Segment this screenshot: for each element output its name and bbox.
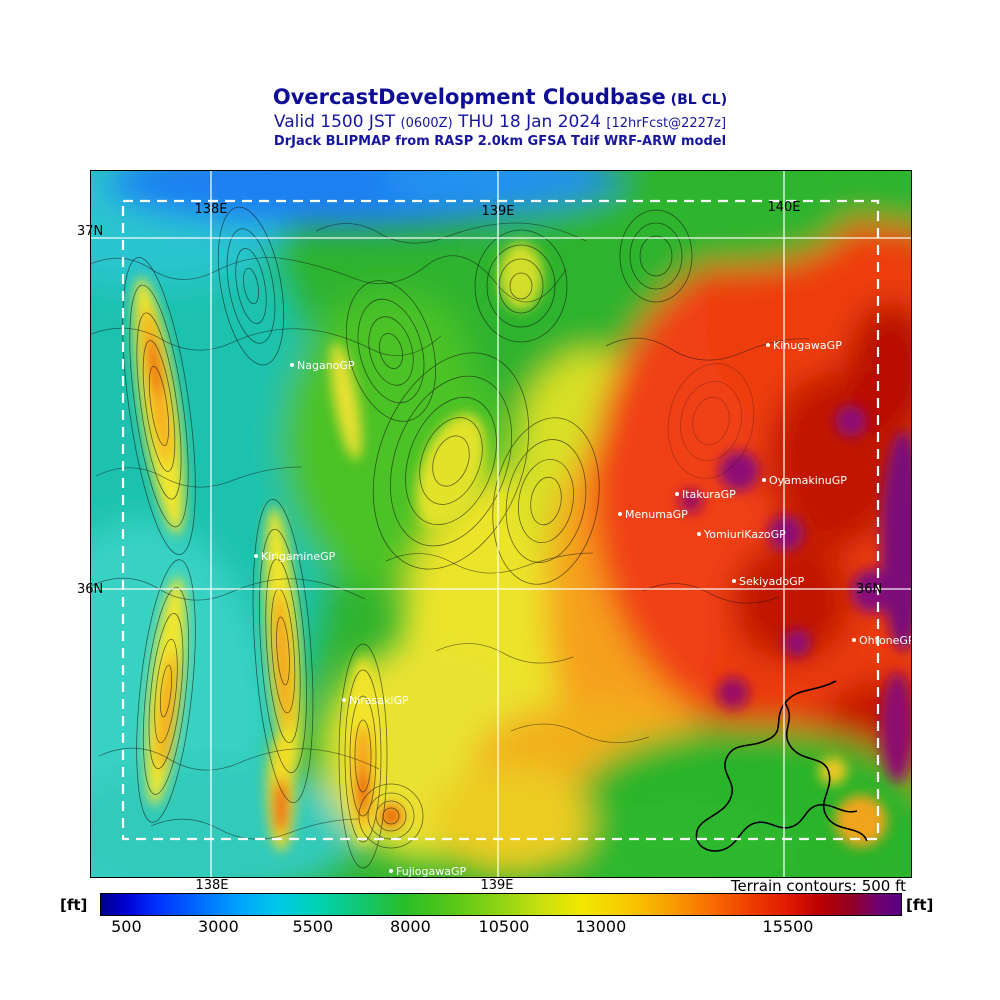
site-marker-menuma: MenumaGP bbox=[618, 509, 688, 521]
colorbar-tick: 5500 bbox=[292, 917, 334, 936]
terrain-contour-rings bbox=[122, 206, 755, 869]
valid-prefix: Valid 1500 JST bbox=[273, 112, 401, 132]
site-marker-ohtone: OhtoneGP bbox=[852, 635, 911, 647]
terrain-ridge-colors bbox=[133, 242, 911, 851]
grid-label-138e-bottom: 138E bbox=[195, 878, 229, 893]
colorbar-tick: 3000 bbox=[198, 917, 239, 936]
map-canvas: 138E 139E 140E NaganoGP KinugawaGP Oyama… bbox=[91, 171, 911, 877]
lat-label-36n-right: 36N bbox=[856, 582, 883, 597]
unit-label-right: [ft] bbox=[906, 896, 934, 914]
site-dot-icon bbox=[254, 554, 258, 558]
terrain-contours-note: Terrain contours: 500 ft bbox=[730, 877, 906, 895]
unit-label-left: [ft] bbox=[60, 896, 88, 914]
valid-date: THU 18 Jan 2024 bbox=[452, 112, 607, 132]
site-dot-icon bbox=[762, 478, 766, 482]
grid-label-140e-top: 140E bbox=[767, 200, 801, 215]
grid-label-139e-top: 139E bbox=[481, 204, 515, 219]
lat-label-37n-left: 37N bbox=[77, 224, 104, 239]
site-dot-icon bbox=[852, 638, 856, 642]
site-marker-nagano: NaganoGP bbox=[290, 360, 355, 372]
site-dot-icon bbox=[618, 512, 622, 516]
site-marker-yomiurikazo: YomiuriKazoGP bbox=[697, 529, 786, 541]
site-dot-icon bbox=[342, 698, 346, 702]
map-svg bbox=[91, 171, 911, 877]
grid-label-138e-top: 138E bbox=[194, 202, 228, 217]
site-marker-kirigamine: KirigamineGP bbox=[254, 551, 335, 563]
colorbar-tick: 500 bbox=[111, 917, 142, 936]
map-bottom-labels: 138E 139E Terrain contours: 500 ft bbox=[90, 877, 910, 895]
colorbar-gradient bbox=[100, 893, 902, 916]
colorbar-tick: 10500 bbox=[478, 917, 530, 936]
valid-line: Valid 1500 JST (0600Z) THU 18 Jan 2024 [… bbox=[0, 112, 1000, 132]
title-text: OvercastDevelopment Cloudbase bbox=[272, 85, 666, 109]
title-suffix: (BL CL) bbox=[665, 92, 728, 108]
site-label: MenumaGP bbox=[625, 508, 688, 521]
site-dot-icon bbox=[766, 343, 770, 347]
grid-label-139e-bottom: 139E bbox=[480, 878, 514, 893]
weather-map: 138E 139E 140E NaganoGP KinugawaGP Oyama… bbox=[77, 170, 912, 878]
colorbar-ticks: 500 3000 5500 8000 10500 13000 15500 bbox=[100, 917, 900, 937]
colorbar: [ft] [ft] 500 3000 5500 8000 10500 13000… bbox=[0, 893, 1000, 938]
site-label: NirasakiGP bbox=[349, 694, 409, 707]
site-label: KinugawaGP bbox=[773, 339, 842, 352]
valid-zulu: (0600Z) bbox=[400, 116, 453, 131]
site-label: KirigamineGP bbox=[261, 550, 336, 563]
site-label: SekiyadoGP bbox=[739, 575, 805, 588]
site-label: OyamakinuGP bbox=[769, 474, 847, 487]
site-marker-kinugawa: KinugawaGP bbox=[766, 340, 842, 352]
lat-label-36n-left: 36N bbox=[77, 582, 104, 597]
colorbar-tick: 8000 bbox=[390, 917, 431, 936]
site-dot-icon bbox=[732, 579, 736, 583]
page-title: OvercastDevelopment Cloudbase (BL CL) bbox=[0, 85, 1000, 109]
site-marker-nirasaki: NirasakiGP bbox=[342, 695, 409, 707]
site-label: ItakuraGP bbox=[682, 488, 736, 501]
site-marker-fujiogawa: FujiogawaGP bbox=[389, 866, 466, 877]
header: OvercastDevelopment Cloudbase (BL CL) Va… bbox=[0, 85, 1000, 149]
site-dot-icon bbox=[389, 869, 393, 873]
site-label: YomiuriKazoGP bbox=[704, 528, 786, 541]
site-dot-icon bbox=[675, 492, 679, 496]
latlon-gridlines bbox=[91, 171, 911, 877]
site-label: NaganoGP bbox=[297, 359, 355, 372]
terrain-contour-lines bbox=[91, 222, 810, 840]
site-dot-icon bbox=[290, 363, 294, 367]
site-marker-oyamakinu: OyamakinuGP bbox=[762, 475, 847, 487]
colorbar-tick: 13000 bbox=[575, 917, 627, 936]
model-domain-boundary bbox=[121, 199, 880, 841]
colorbar-tick: 15500 bbox=[762, 917, 814, 936]
coastline bbox=[695, 680, 868, 852]
site-dot-icon bbox=[697, 532, 701, 536]
model-line: DrJack BLIPMAP from RASP 2.0km GFSA Tdif… bbox=[273, 134, 727, 149]
site-marker-sekiyado: SekiyadoGP bbox=[732, 576, 804, 588]
site-label: FujiogawaGP bbox=[396, 865, 467, 878]
site-marker-itakura: ItakuraGP bbox=[675, 489, 736, 501]
site-label: OhtoneGP bbox=[859, 634, 911, 647]
valid-fcst: [12hrFcst@2227z] bbox=[606, 116, 727, 131]
